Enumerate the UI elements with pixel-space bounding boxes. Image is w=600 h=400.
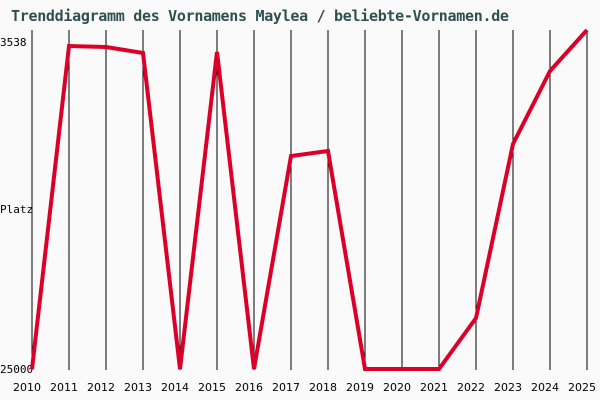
x-tick-label: 2025: [568, 381, 596, 394]
x-tick-label: 2017: [272, 381, 300, 394]
x-tick-label: 2016: [235, 381, 263, 394]
y-tick-top: 3538: [0, 36, 27, 49]
y-axis-labels: 3538 Platz 25000: [0, 36, 33, 376]
y-tick-bottom: 25000: [0, 363, 33, 376]
x-tick-label: 2019: [346, 381, 374, 394]
chart-title: Trenddiagramm des Vornamens Maylea / bel…: [11, 7, 509, 25]
x-tick-label: 2024: [531, 381, 559, 394]
x-tick-label: 2023: [494, 381, 522, 394]
x-tick-label: 2020: [383, 381, 411, 394]
vertical-gridlines: [31, 30, 588, 370]
x-tick-label: 2014: [161, 381, 189, 394]
rank-trend-line: [30, 28, 589, 371]
x-tick-label: 2018: [309, 381, 337, 394]
x-tick-label: 2010: [13, 381, 41, 394]
x-tick-label: 2015: [198, 381, 226, 394]
x-axis-labels: 2010 2011 2012 2013 2014 2015 2016 2017 2018 2019…: [13, 381, 596, 394]
y-axis-title: Platz: [0, 203, 33, 216]
x-tick-label: 2012: [87, 381, 115, 394]
x-tick-label: 2021: [420, 381, 448, 394]
x-tick-label: 2013: [124, 381, 152, 394]
x-tick-label: 2011: [50, 381, 78, 394]
x-tick-label: 2022: [457, 381, 485, 394]
